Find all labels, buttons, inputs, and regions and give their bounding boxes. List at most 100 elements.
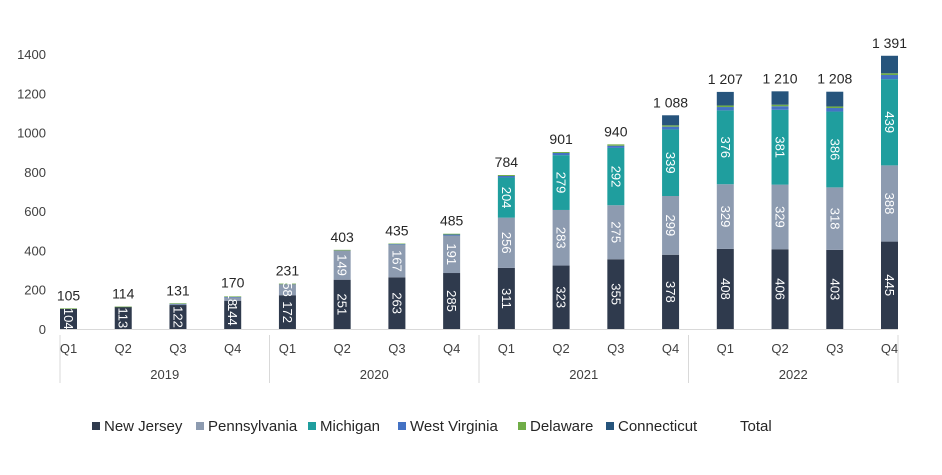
bar-segment [60,308,77,329]
legend-label: New Jersey [104,418,183,435]
total-label: 114 [112,286,135,302]
legend-swatch [196,422,204,430]
bar-segment [881,73,898,76]
bar-segment [607,259,625,329]
total-label: 231 [276,263,300,279]
bar-segment [662,115,680,126]
legend-item: New Jersey [92,418,183,435]
total-label: 403 [330,229,354,245]
y-tick-label: 600 [24,204,46,219]
x-tick-label: Q3 [388,341,405,356]
segment-label: 275 [608,221,623,243]
segment-label: 408 [718,278,733,300]
segment-label: 279 [554,172,569,194]
segment-label: 122 [170,306,185,328]
total-label: 1 210 [763,70,798,86]
legend-label: Connecticut [618,418,698,435]
bar-segment [333,250,351,280]
bar-segment [552,152,570,153]
bar-segment [333,249,351,251]
legend-item: West Virginia [398,418,498,435]
segment-label: 329 [773,206,788,228]
legend-label: Michigan [320,418,380,435]
legend-item: Delaware [518,418,593,435]
bar-segment [826,187,844,250]
bar-segment [607,144,625,146]
total-label: 1 088 [653,94,688,110]
x-tick-label: Q4 [443,341,460,356]
total-label: 784 [495,154,519,170]
x-tick-label: Q4 [881,341,898,356]
bar-segment [169,304,187,306]
segment-label: 339 [663,152,678,174]
x-year-label: 2020 [360,367,389,382]
bar-segment [716,248,734,329]
bar-segment [114,306,132,329]
bar-segment [716,91,734,106]
x-tick-label: Q1 [498,341,515,356]
bar-segment [333,279,351,329]
total-label: 1 207 [708,71,743,87]
total-labels: 105 114 131 170 231 403 435 485 784 901 940 1 088 1 … [57,35,907,304]
bar-segment [224,296,242,298]
x-year-label: 2019 [150,367,179,382]
segment-label: 263 [389,292,404,314]
x-tick-label: Q4 [662,341,679,356]
segment-label: 283 [554,227,569,249]
legend-swatch [308,422,316,430]
y-tick-label: 0 [39,322,46,337]
bar-segment [497,267,515,329]
x-tick-label: Q3 [826,341,843,356]
bar-segment [224,297,242,301]
segment-label: 104 [61,308,76,330]
legend-item: Total [740,418,772,435]
legend-label: Delaware [530,418,593,435]
y-axis: 0 200 400 600 800 1000 1200 1400 [17,47,46,337]
y-tick-label: 200 [24,283,46,298]
bar-segment [826,106,844,109]
bar-segment [716,184,734,249]
bar-segment [771,109,789,185]
bar-segment [716,110,734,185]
bar-segment [662,126,680,130]
bar-segment [881,55,898,74]
segment-label: 439 [882,111,897,133]
segment-label: 386 [827,139,842,161]
segment-label: 376 [718,136,733,158]
bar-segment [881,75,898,80]
bar-segment [114,306,132,308]
segment-label: 329 [718,206,733,228]
bar-segment [60,308,77,309]
bar-segment [552,153,570,156]
bar-segment [443,273,461,329]
x-tick-label: Q2 [333,341,350,356]
x-tick-label: Q3 [607,341,624,356]
bar-segment [607,145,625,148]
segment-label: 403 [827,279,842,301]
bar-segment [881,165,898,242]
segment-label: 113 [116,308,131,329]
bar-segment [278,283,296,296]
y-tick-label: 1000 [17,126,46,141]
bar-segment [388,244,406,245]
segment-label: 58 [280,282,295,296]
legend-label: Total [740,418,772,435]
x-tick-label: Q1 [717,341,734,356]
bar-segment [607,205,625,260]
bar-segment [552,265,570,329]
x-tick-label: Q1 [60,341,77,356]
bar-segment [169,303,187,304]
segment-label: 323 [554,286,569,308]
total-label: 485 [440,213,464,229]
legend-swatch [92,422,100,430]
segment-label: 144 [225,304,240,326]
x-axis: Q1 Q2 Q3 Q4 Q1 Q2 Q3 Q4 Q1 Q2 Q3 Q4 Q1 Q2 Q3 Q4 2019 2020… [59,329,899,383]
segment-label: 191 [444,243,459,265]
bar-segment [497,175,515,178]
total-label: 105 [57,287,81,303]
bar-segment [552,155,570,210]
bar-segment [497,217,515,268]
total-label: 1 391 [872,35,907,51]
x-tick-label: Q2 [771,341,788,356]
